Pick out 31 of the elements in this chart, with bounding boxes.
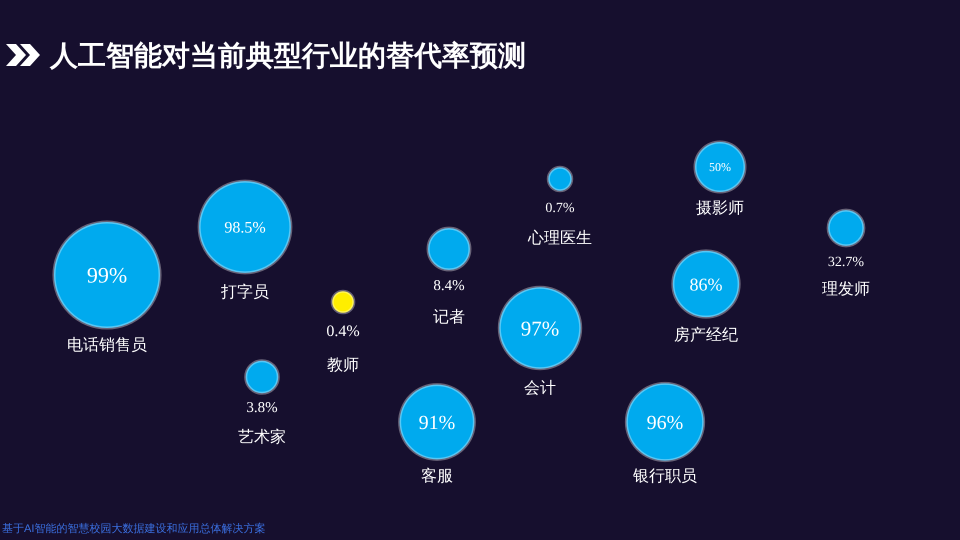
data-label: 97% [520, 316, 560, 340]
category-label: 房产经纪 [674, 326, 738, 344]
data-label: 32.7% [828, 255, 864, 270]
text: 基于AI智能的智慧校园大数据建设和应用总体解决方案 [2, 522, 266, 535]
text: 人工智能对当前典型行业的替代率预测 [49, 39, 526, 72]
data-label: 99% [86, 262, 128, 288]
bubble: 32.7% 理发师 [822, 208, 870, 298]
data-label: 86% [690, 274, 722, 294]
data-label: 0.7% [545, 201, 575, 216]
bubble: 0.7% 心理医生 [528, 166, 592, 247]
category-label: 银行职员 [632, 468, 697, 485]
bubble: 3.8% 艺术家 [238, 359, 286, 446]
data-label: 98.5% [224, 220, 266, 237]
category-label: 客服 [421, 467, 453, 485]
bubble: 8.4% 记者 [426, 226, 472, 326]
data-label: 0.4% [326, 323, 360, 340]
category-label: 理发师 [822, 281, 870, 298]
category-label: 教师 [327, 357, 359, 374]
data-label: 50% [709, 160, 731, 174]
category-label: 会计 [524, 379, 556, 397]
category-label: 记者 [433, 308, 465, 326]
data-label: 91% [418, 412, 456, 434]
bubble: 0.4% 教师 [326, 290, 360, 374]
data-label: 8.4% [433, 278, 465, 294]
category-label: 心理医生 [527, 229, 592, 247]
category-label: 电话销售员 [67, 336, 147, 354]
category-label: 艺术家 [238, 428, 286, 446]
data-label: 96% [646, 412, 684, 434]
data-label: 3.8% [246, 400, 278, 416]
category-label: 打字员 [220, 283, 269, 301]
category-label: 摄影师 [696, 200, 744, 217]
